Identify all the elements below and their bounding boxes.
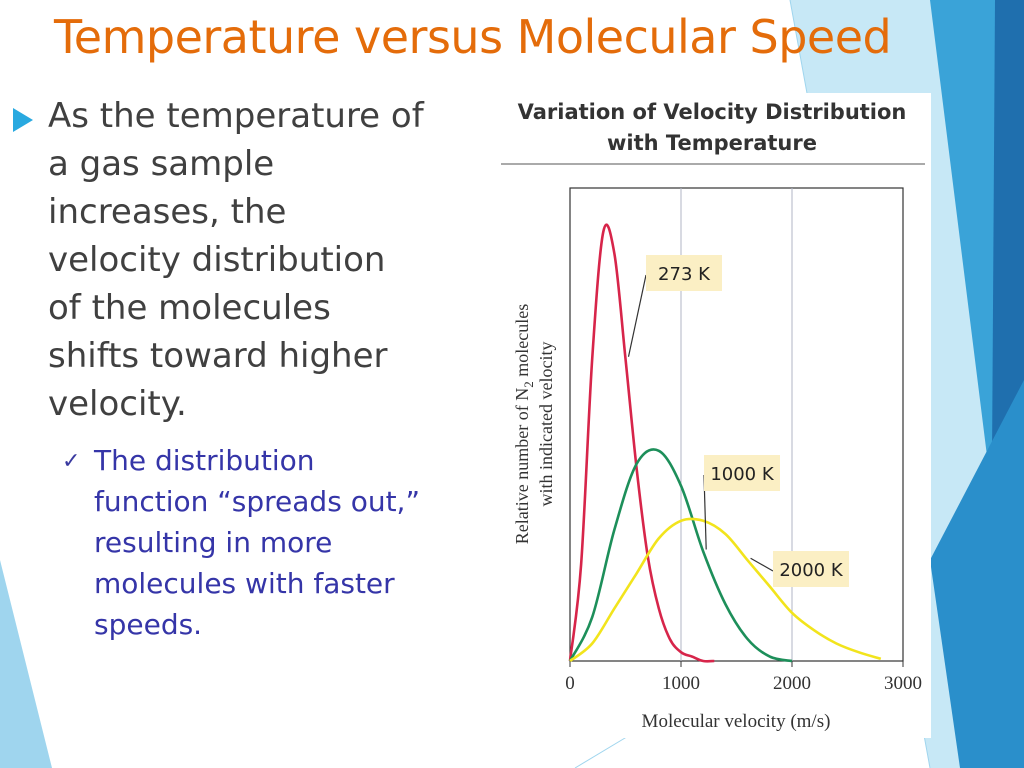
- series-label-leader-0: [627, 274, 647, 357]
- series-label-box-2: [773, 551, 849, 587]
- x-tick-label-1000: 1000: [662, 673, 700, 694]
- x-tick-label-0: 0: [565, 673, 575, 694]
- main-bullet-text: As the temperature of a gas sample incre…: [48, 96, 424, 424]
- series-label-2: 2000 K: [779, 560, 844, 581]
- velocity-distribution-chart: 0 1000 2000 3000 273 K 1000 K 2000 K Molecula…: [501, 163, 925, 732]
- series-line-2000k: [569, 517, 882, 663]
- triangle-arrow-icon: [13, 108, 33, 132]
- x-axis-label: Molecular velocity (m/s): [642, 711, 831, 732]
- y-axis-label-line1: Relative number of N2 molecules: [512, 304, 536, 544]
- series-line-273k: [568, 223, 715, 663]
- plot-frame: [569, 187, 904, 662]
- slide-title: Temperature versus Molecular Speed: [54, 10, 892, 64]
- y-axis-label-subscript: 2: [521, 381, 536, 388]
- series-label-leader-2: [750, 557, 774, 572]
- series-label-box-1: [704, 455, 780, 491]
- y-axis-label-line2: with indicated velocity: [536, 342, 556, 507]
- series-label-1: 1000 K: [710, 464, 775, 485]
- series-label-box-0: [646, 255, 722, 291]
- sub-bullet-text: The distribution function “spreads out,”…: [94, 444, 420, 641]
- chart-title: Variation of Velocity Distribution with …: [517, 100, 907, 155]
- series-label-0: 273 K: [658, 264, 711, 285]
- x-tick-label-2000: 2000: [773, 673, 811, 694]
- y-axis-label-prefix: Relative number of N: [512, 388, 532, 544]
- x-tick-label-3000: 3000: [884, 673, 922, 694]
- velocity-distribution-figure: Variation of Velocity Distribution with …: [493, 93, 931, 738]
- checkmark-icon: ✓: [62, 449, 81, 474]
- series-line-1000k: [568, 448, 793, 663]
- y-axis-label-suffix: molecules: [512, 304, 532, 381]
